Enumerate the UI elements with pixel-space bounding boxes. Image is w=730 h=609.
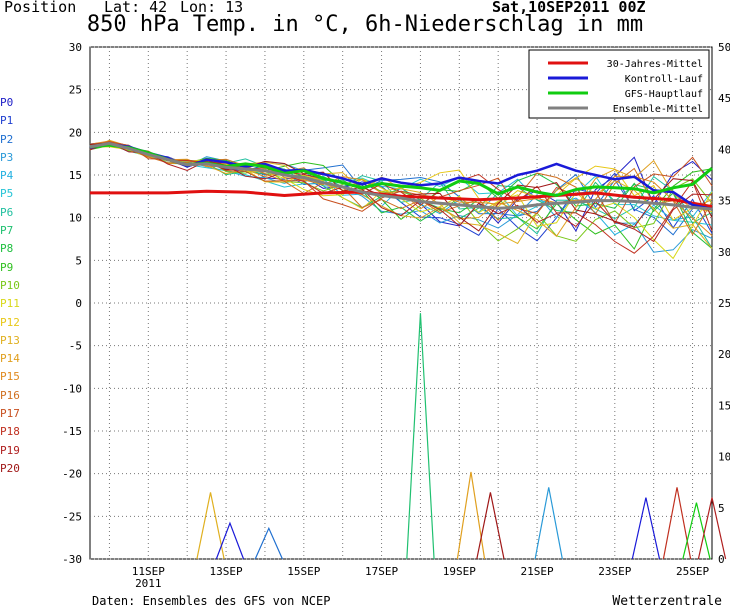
y-tick-right: 5 — [718, 502, 725, 515]
legend-label: Kontroll-Lauf — [625, 74, 703, 85]
y-tick-left: -15 — [62, 425, 82, 438]
y-tick-right: 40 — [718, 143, 730, 156]
member-label: P4 — [0, 169, 14, 183]
y-tick-right: 35 — [718, 195, 730, 208]
position-label: Position — [4, 0, 77, 16]
y-tick-left: 15 — [69, 169, 82, 182]
x-tick-label: 25SEP — [676, 565, 709, 578]
legend: 30-Jahres-Mittel Kontroll-Lauf GFS-Hauptla… — [528, 49, 710, 119]
precip-spike — [631, 497, 661, 560]
y-tick-left: 30 — [69, 41, 82, 54]
x-tick-label: 21SEP — [521, 565, 554, 578]
member-label: P13 — [0, 333, 20, 347]
precip-spike — [476, 492, 505, 560]
member-label: P8 — [0, 242, 14, 256]
y-tick-right: 45 — [718, 92, 730, 105]
x-tick-label: 17SEP — [365, 565, 398, 578]
precip-spike — [682, 502, 711, 560]
member-label: P1 — [0, 114, 14, 128]
x-tick-label: 19SEP — [443, 565, 476, 578]
y-tick-left: 20 — [69, 126, 82, 139]
y-tick-left: 25 — [69, 84, 82, 97]
member-label: P5 — [0, 187, 14, 201]
y-tick-left: 10 — [69, 212, 82, 225]
member-label: P16 — [0, 388, 20, 402]
precip-spike — [697, 497, 727, 560]
member-label: P20 — [0, 461, 20, 475]
member-label: P9 — [0, 260, 14, 274]
y-tick-right: 10 — [718, 451, 730, 464]
y-tick-right: 50 — [718, 41, 730, 54]
member-label: P15 — [0, 370, 20, 384]
precip-spike — [254, 526, 283, 560]
member-label: P14 — [0, 352, 20, 366]
member-label: P10 — [0, 278, 20, 292]
precip-spike — [456, 471, 486, 560]
precip-spike — [215, 521, 245, 560]
x-tick-label: 23SEP — [598, 565, 631, 578]
member-label: P18 — [0, 425, 20, 439]
y-tick-right: 30 — [718, 246, 730, 259]
member-label: P0 — [0, 96, 14, 109]
member-line-p19 — [89, 141, 713, 243]
member-label: P17 — [0, 407, 20, 421]
provider-name: Wetterzentrale — [612, 594, 722, 609]
y-tick-left: 5 — [75, 254, 82, 267]
y-tick-right: 15 — [718, 399, 730, 412]
member-label: P2 — [0, 132, 14, 146]
legend-label: Ensemble-Mittel — [613, 104, 703, 115]
precip-spike — [662, 487, 692, 560]
y-tick-left: -30 — [62, 553, 82, 566]
member-label: P6 — [0, 205, 14, 219]
x-tick-label: 11SEP — [132, 565, 165, 578]
precip-spike — [196, 492, 225, 560]
x-tick-year: 2011 — [135, 577, 162, 590]
longitude-label: Lon: 13 — [180, 0, 244, 16]
y-tick-left: -10 — [62, 382, 82, 395]
y-tick-left: -25 — [62, 510, 82, 523]
series-line-clim — [90, 189, 713, 209]
series-line-mean — [89, 141, 713, 211]
member-list: P0 P1 P2 P3 P4 P5 P6 P7 P8 P9 P10 P11 P12 P13 P14 P15 P1… — [0, 94, 20, 478]
precip-spike — [406, 313, 435, 560]
member-line-p18 — [89, 141, 713, 254]
legend-label: GFS-Hauptlauf — [625, 89, 703, 100]
data-source: Daten: Ensembles des GFS von NCEP — [92, 594, 331, 608]
y-tick-right: 20 — [718, 348, 730, 361]
member-label: P11 — [0, 297, 20, 311]
legend-label: 30-Jahres-Mittel — [607, 59, 703, 70]
latitude-label: Lat: 42 — [104, 0, 168, 16]
x-tick-label: 13SEP — [210, 565, 243, 578]
chart-title: 850 hPa Temp. in °C, 6h-Niederschlag in … — [86, 12, 644, 37]
precip-spike — [534, 487, 563, 560]
chart-canvas: 302520151050-5-10-15-20-25-3050454035302… — [62, 41, 730, 590]
y-tick-left: 0 — [75, 297, 82, 310]
member-label: P7 — [0, 224, 14, 238]
run-timestamp: Sat,10SEP2011 00Z — [492, 0, 646, 16]
y-tick-left: -5 — [69, 340, 82, 353]
y-tick-right: 0 — [718, 553, 725, 566]
y-tick-right: 25 — [718, 297, 730, 310]
x-tick-label: 15SEP — [287, 565, 320, 578]
member-label: P12 — [0, 315, 20, 329]
plot-area — [89, 46, 713, 560]
member-label: P3 — [0, 150, 14, 164]
y-tick-left: -20 — [62, 468, 82, 481]
member-label: P19 — [0, 443, 20, 457]
